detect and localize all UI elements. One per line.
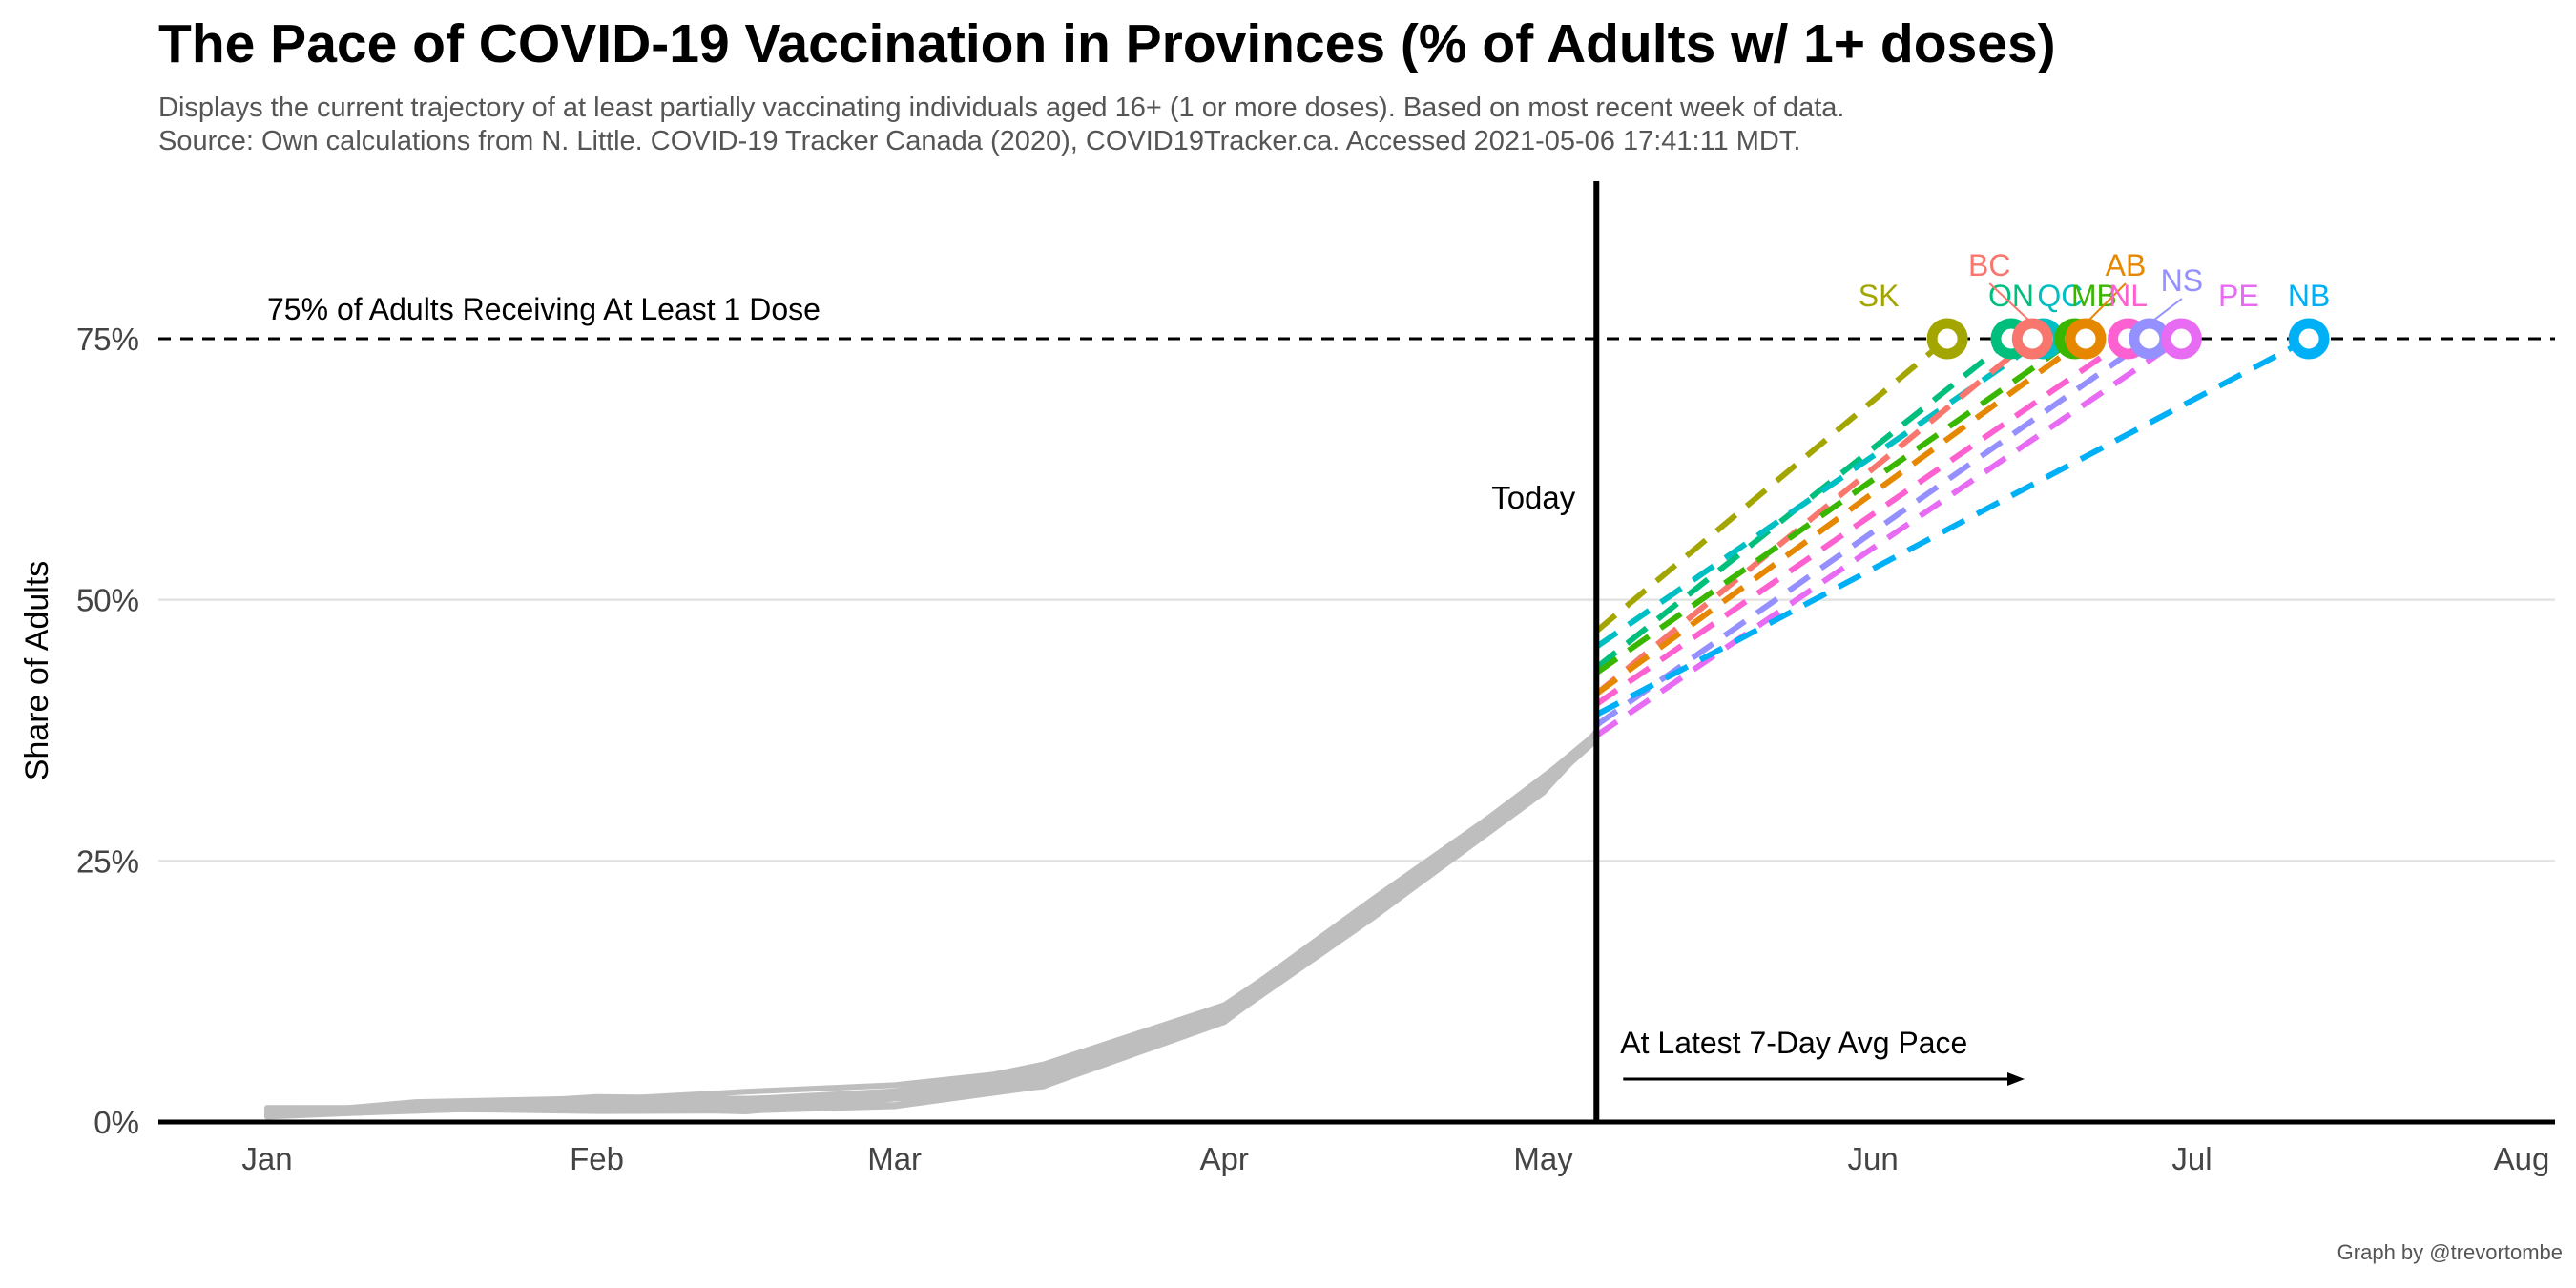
projection-line-ab: [1594, 336, 2088, 696]
x-tick-label: Aug: [2494, 1141, 2550, 1176]
province-label-qc: QC: [2037, 279, 2083, 313]
axes: 0% 25% 50% 75% Jan Feb Mar Apr May Jun Jul Aug Share…: [19, 322, 2555, 1176]
annotations: At Latest 7-Day Avg Pace: [1620, 1026, 2025, 1086]
chart-title: The Pace of COVID-19 Vaccination in Prov…: [158, 13, 2056, 74]
reach-marker-ab: [2065, 318, 2107, 360]
projection-line-nb: [1594, 336, 2311, 717]
chart-subtitle: Displays the current trajectory of at le…: [158, 93, 1845, 123]
reach-marker-ns: [2129, 318, 2171, 360]
projection-line-mb: [1594, 336, 2077, 675]
history-line: [264, 732, 1600, 1119]
province-label-nl: NL: [2109, 279, 2148, 313]
history-line: [264, 737, 1600, 1119]
grid-lines: [158, 598, 2555, 862]
today-line: Today: [1491, 181, 1600, 1122]
reach-marker-pe: [2160, 318, 2202, 360]
history-line: [264, 728, 1600, 1111]
reach-marker-bc: [2011, 318, 2053, 360]
province-label-ns: NS: [2161, 263, 2203, 298]
y-tick-label: 75%: [76, 322, 139, 357]
projection-line-bc: [1594, 336, 2035, 696]
chart-source: Source: Own calculations from N. Little.…: [158, 126, 1801, 156]
reach-markers: [1926, 318, 2330, 360]
province-label-on: ON: [1988, 279, 2034, 313]
projection-line-nl: [1594, 336, 2130, 707]
province-label-nb: NB: [2288, 279, 2330, 313]
projection-line-ns: [1594, 336, 2151, 728]
x-tick-label: Jun: [1847, 1141, 1898, 1176]
x-tick-label: May: [1513, 1141, 1573, 1176]
target-label: 75% of Adults Receiving At Least 1 Dose: [267, 292, 821, 326]
projection-lines: [1594, 336, 2311, 738]
province-label-sk: SK: [1859, 279, 1900, 313]
y-tick-label: 0%: [93, 1105, 139, 1140]
pace-arrow-head: [2007, 1072, 2025, 1086]
label-leader-bc: [1988, 282, 2033, 324]
pace-annotation-label: At Latest 7-Day Avg Pace: [1620, 1026, 1967, 1060]
history-line: [264, 735, 1600, 1120]
label-leader-ab: [2085, 282, 2127, 324]
projection-line-pe: [1594, 336, 2184, 738]
history-line: [264, 733, 1600, 1111]
x-tick-label: Apr: [1199, 1141, 1248, 1176]
y-tick-label: 25%: [76, 843, 139, 879]
projection-line-on: [1594, 336, 2013, 671]
history-line: [264, 734, 1600, 1114]
history-line: [264, 730, 1600, 1119]
projection-line-sk: [1594, 336, 1950, 634]
province-label-mb: MB: [2071, 279, 2117, 313]
today-label: Today: [1491, 480, 1576, 515]
x-tick-label: Mar: [867, 1141, 922, 1176]
history-line: [264, 737, 1600, 1118]
label-leader-ns: [2149, 298, 2183, 324]
graph-credit: Graph by @trevortombe: [2337, 1240, 2563, 1264]
y-tick-label: 50%: [76, 583, 139, 618]
province-label-bc: BC: [1968, 248, 2010, 282]
history-lines: [264, 728, 1600, 1120]
province-label-ab: AB: [2106, 248, 2147, 282]
x-tick-label: Jan: [241, 1141, 292, 1176]
reach-marker-nb: [2288, 318, 2330, 360]
x-tick-label: Jul: [2171, 1141, 2212, 1176]
history-line: [264, 731, 1600, 1116]
x-tick-label: Feb: [570, 1141, 624, 1176]
y-axis-title: Share of Adults: [19, 561, 55, 781]
province-label-pe: PE: [2218, 279, 2259, 313]
history-line: [264, 731, 1600, 1114]
reach-marker-sk: [1926, 318, 1968, 360]
